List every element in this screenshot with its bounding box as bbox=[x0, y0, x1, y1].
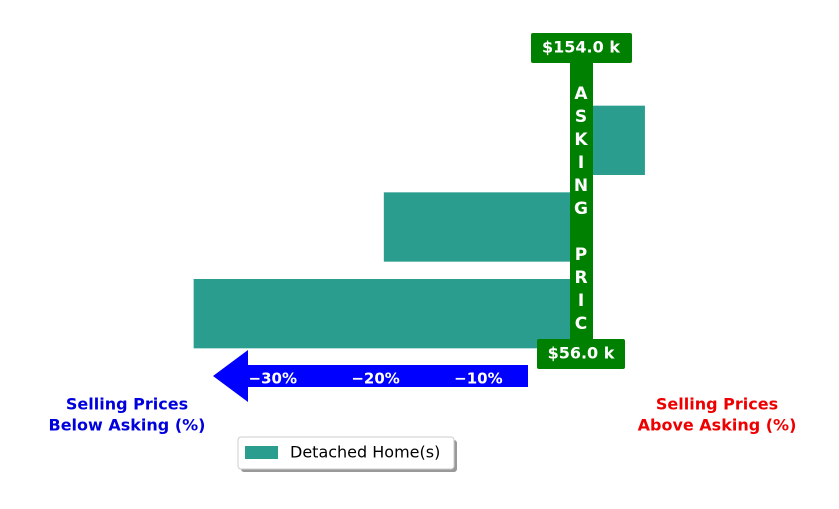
below-label: Selling Prices bbox=[66, 395, 188, 414]
bottom-price: $56.0 k bbox=[548, 344, 615, 363]
bar bbox=[383, 192, 582, 262]
price-box bbox=[537, 339, 625, 369]
x-tick-label: −30% bbox=[249, 370, 297, 388]
x-tick-label: −20% bbox=[351, 370, 399, 388]
asking-price-label: ASKING PRICE bbox=[571, 84, 591, 360]
asking-bar bbox=[570, 58, 593, 345]
below-label: Below Asking (%) bbox=[49, 416, 206, 435]
below-arrow bbox=[213, 350, 528, 402]
price-box bbox=[531, 33, 632, 63]
top-price: $154.0 k bbox=[542, 38, 620, 57]
legend-swatch bbox=[245, 446, 278, 459]
above-label: Above Asking (%) bbox=[638, 416, 797, 435]
legend-label: Detached Home(s) bbox=[290, 443, 440, 462]
x-tick-label: −10% bbox=[454, 370, 502, 388]
bars bbox=[193, 105, 645, 349]
above-label: Selling Prices bbox=[656, 395, 778, 414]
x-tick-label: 0% bbox=[568, 370, 593, 388]
bar bbox=[193, 279, 582, 349]
legend bbox=[237, 436, 455, 470]
